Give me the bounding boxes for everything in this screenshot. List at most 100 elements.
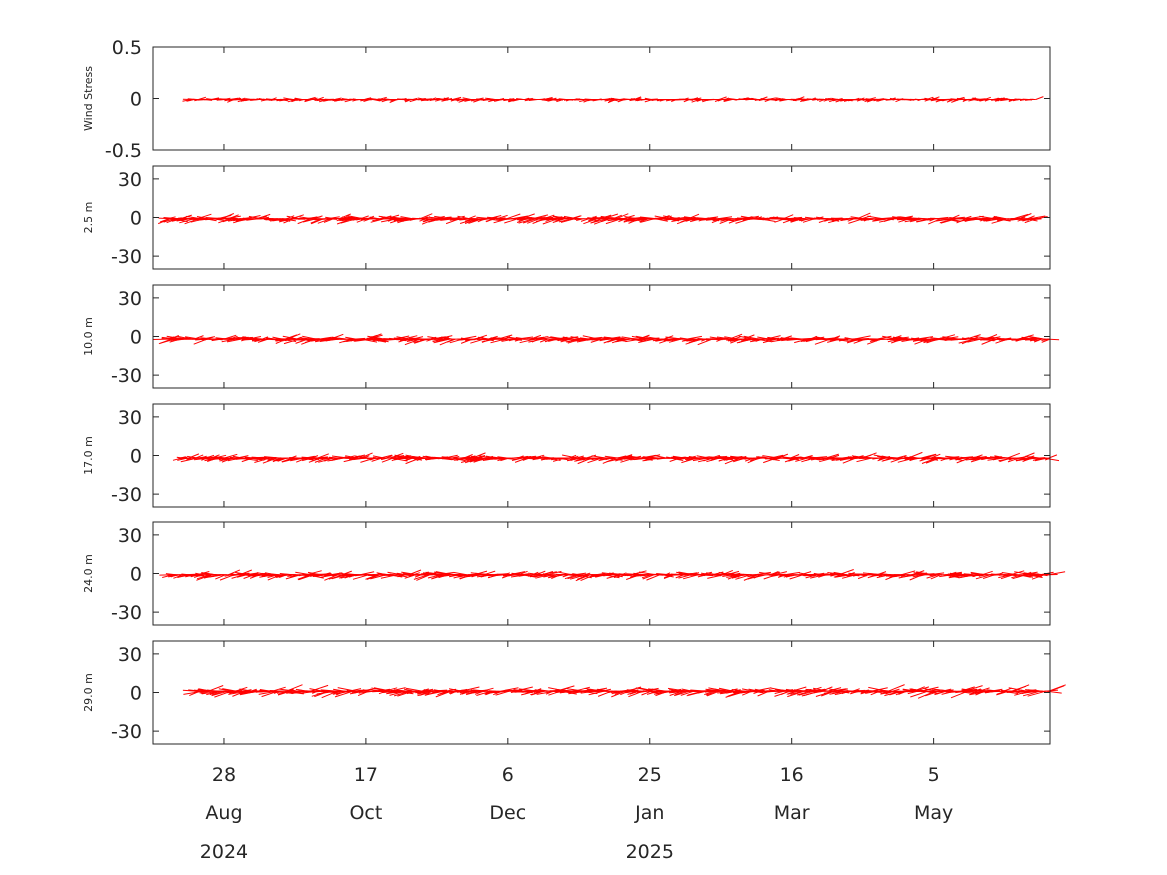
stick	[212, 690, 225, 696]
stick	[404, 574, 416, 579]
stick	[419, 213, 433, 220]
stick	[580, 574, 595, 582]
stick	[504, 218, 518, 224]
stick	[958, 338, 975, 344]
stick	[1018, 334, 1034, 340]
stick	[220, 213, 234, 220]
y-tick-label: 0	[130, 446, 142, 468]
panel-5: 30 0 -30 24.0 m	[82, 521, 1066, 626]
stick	[459, 218, 476, 224]
stick	[241, 457, 253, 463]
stick	[591, 218, 608, 224]
x-axis-labels: 28 Aug 17 Oct 6 Dec 25 Jan 16 Mar 5 May 2024 2025	[200, 764, 953, 863]
stick-series	[182, 684, 1066, 699]
stick	[179, 218, 195, 224]
stick	[950, 690, 968, 699]
y-tick-label: 30	[118, 407, 142, 429]
stick	[1048, 571, 1066, 576]
y-tick-label: 0	[130, 89, 142, 111]
stick	[476, 690, 491, 696]
stick	[1012, 213, 1029, 220]
stick	[522, 218, 537, 224]
stick	[370, 574, 386, 580]
stick	[365, 574, 378, 580]
stick-series	[159, 569, 1066, 582]
stick	[981, 338, 995, 345]
x-tick-day-label: 25	[638, 764, 662, 786]
stick	[475, 334, 488, 340]
stick	[956, 457, 970, 464]
stick	[1007, 452, 1020, 459]
stick	[500, 687, 519, 692]
stick	[675, 574, 684, 579]
stick	[930, 453, 941, 459]
stick	[930, 574, 941, 580]
stick	[735, 574, 751, 580]
x-tick-month-label: Mar	[774, 802, 810, 824]
stick	[975, 574, 991, 580]
stick	[564, 574, 578, 580]
y-tick-label: -30	[111, 602, 142, 624]
stick	[638, 687, 656, 692]
y-tick-label: -30	[111, 484, 142, 506]
x-tick-month-label: Dec	[489, 802, 526, 824]
stick	[310, 684, 329, 692]
stick	[678, 574, 692, 579]
stick	[1021, 452, 1035, 459]
y-tick-label: 0.5	[112, 37, 142, 59]
stick-series	[152, 333, 1060, 346]
stick	[719, 218, 733, 224]
stick	[588, 690, 605, 696]
stick	[606, 574, 621, 579]
y-tick-label: -30	[111, 246, 142, 268]
stick	[215, 574, 226, 580]
stick	[798, 690, 815, 696]
stick	[514, 457, 527, 463]
stick	[790, 454, 800, 459]
stick	[423, 218, 433, 223]
stick	[473, 570, 488, 576]
stick	[800, 571, 812, 576]
stick	[706, 690, 720, 697]
stick	[158, 218, 171, 225]
y-tick-label: 0	[130, 208, 142, 230]
stick	[371, 687, 389, 692]
stick	[621, 454, 633, 459]
stick	[530, 690, 545, 696]
stick	[352, 574, 369, 580]
stick	[318, 457, 334, 463]
stick	[332, 690, 351, 695]
stick	[283, 218, 294, 224]
stick	[1027, 690, 1046, 697]
y-tick-label: 30	[118, 288, 142, 310]
x-year-label: 2025	[626, 841, 674, 863]
y-tick-label: 0	[130, 327, 142, 349]
y-axis-label: 29.0 m	[82, 673, 95, 712]
stick	[337, 687, 357, 692]
stick	[344, 574, 355, 579]
y-tick-label: -30	[111, 365, 142, 387]
stick	[795, 457, 808, 462]
y-tick-label: 30	[118, 644, 142, 666]
stick	[1041, 338, 1051, 343]
stick	[180, 457, 198, 463]
stick	[432, 574, 446, 579]
stick-series	[182, 96, 1044, 104]
stick	[982, 574, 995, 579]
stick	[543, 214, 555, 220]
stick	[427, 574, 442, 579]
x-tick-day-label: 6	[502, 764, 514, 786]
stick	[796, 690, 811, 696]
x-tick-month-label: Jan	[634, 802, 664, 824]
stick	[218, 218, 230, 224]
stick	[669, 457, 680, 462]
x-year-label: 2024	[200, 841, 248, 863]
stick	[381, 457, 394, 463]
stick	[562, 454, 578, 459]
stick	[463, 454, 473, 459]
stick	[763, 457, 777, 464]
stick-series	[158, 212, 1048, 225]
stick	[470, 338, 484, 344]
stick	[338, 213, 351, 220]
